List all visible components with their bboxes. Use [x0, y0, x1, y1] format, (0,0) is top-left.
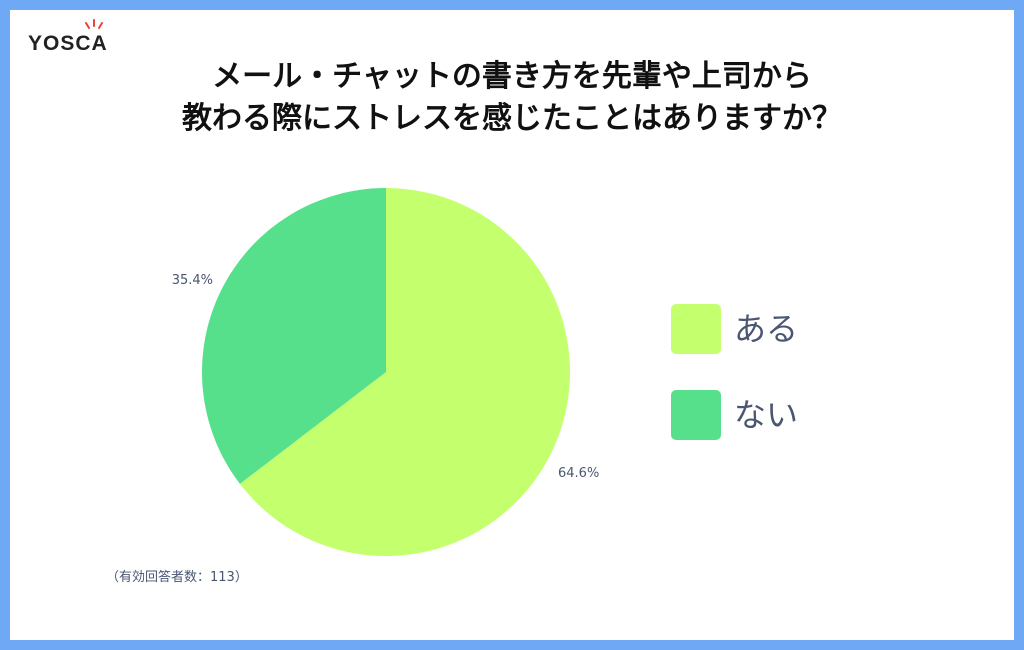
pie-chart: 64.6% 35.4% [172, 188, 599, 556]
chart-title: メール・チャットの書き方を先輩や上司から 教わる際にストレスを感じたことはありま… [10, 56, 1014, 140]
legend-label-aru: ある [734, 310, 799, 348]
pie-slice-nai [202, 188, 386, 484]
data-label-nai: 35.4% [172, 273, 213, 288]
legend-label-nai: ない [734, 396, 799, 434]
chart-title-line-1: メール・チャットの書き方を先輩や上司から [212, 59, 812, 94]
legend-swatch-nai [671, 390, 721, 440]
logo-text: YOSCA [28, 32, 108, 55]
chart-title-line-2: 教わる際にストレスを感じたことはありますか？ [182, 101, 842, 136]
legend-swatch-aru [671, 304, 721, 354]
yosca-logo: YOSCA [28, 19, 108, 55]
chart-card: YOSCA メール・チャットの書き方を先輩や上司から 教わる際にストレスを感じた… [10, 10, 1014, 640]
logo-sparkle-icon [85, 19, 103, 29]
pie-slice-aru [239, 188, 570, 556]
respondent-count-note: （有効回答者数：113） [106, 570, 248, 585]
data-label-aru: 64.6% [558, 466, 599, 481]
